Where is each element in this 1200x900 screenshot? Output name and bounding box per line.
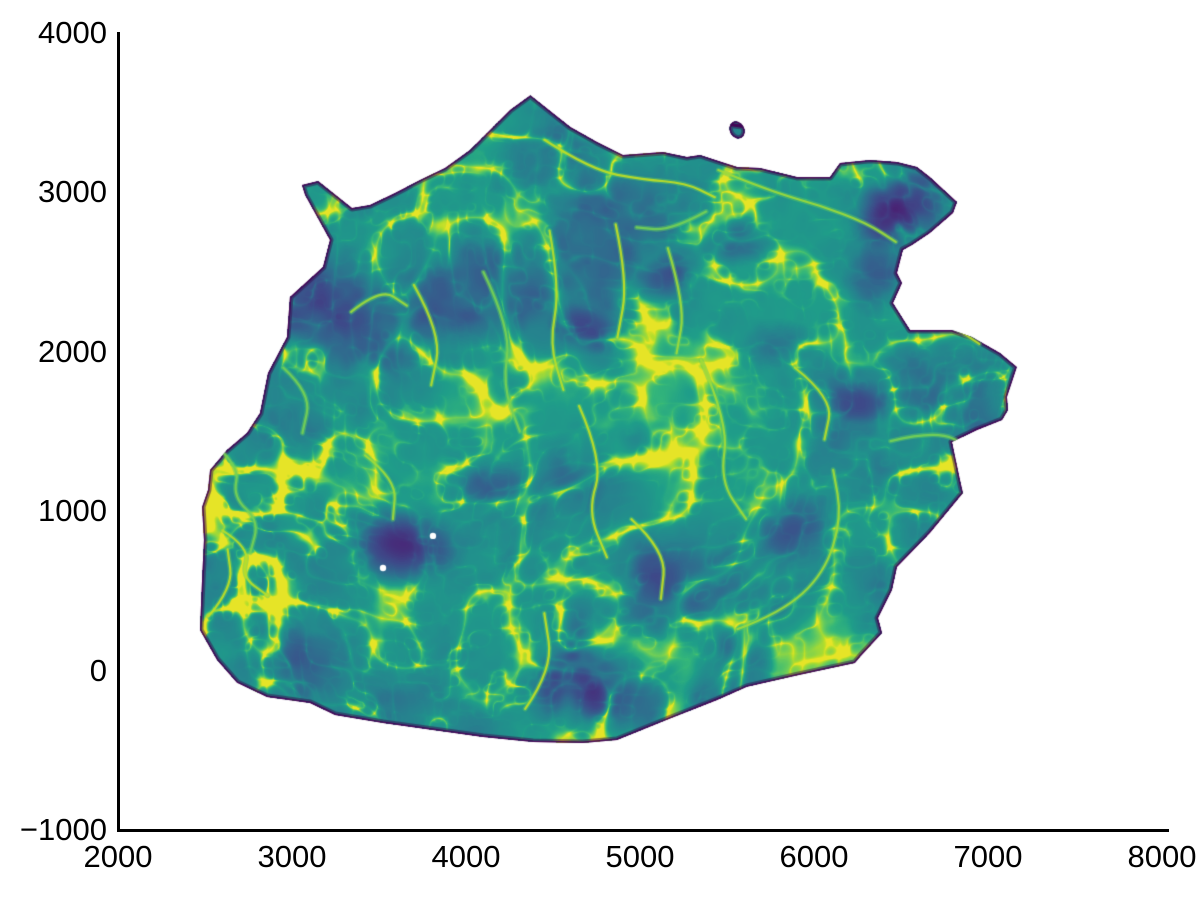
y-axis-line: [117, 32, 120, 832]
x-tick-label: 2000: [83, 839, 153, 874]
y-tick-label: 1000: [38, 493, 107, 529]
y-tick-label: 4000: [38, 14, 107, 50]
x-tick-label: 4000: [431, 839, 501, 874]
x-axis-line: [117, 829, 1169, 832]
y-tick-label: 3000: [38, 174, 107, 210]
x-tick-label: 8000: [1127, 839, 1197, 874]
y-tick-label: 0: [89, 652, 107, 688]
y-tick-label: −1000: [19, 811, 107, 847]
x-tick-label: 3000: [257, 839, 327, 874]
y-tick-label: 2000: [38, 333, 107, 369]
x-tick-label: 7000: [953, 839, 1023, 874]
x-tick-label: 5000: [605, 839, 675, 874]
island-raster-heatmap: [118, 33, 1162, 830]
x-tick-label: 6000: [779, 839, 849, 874]
